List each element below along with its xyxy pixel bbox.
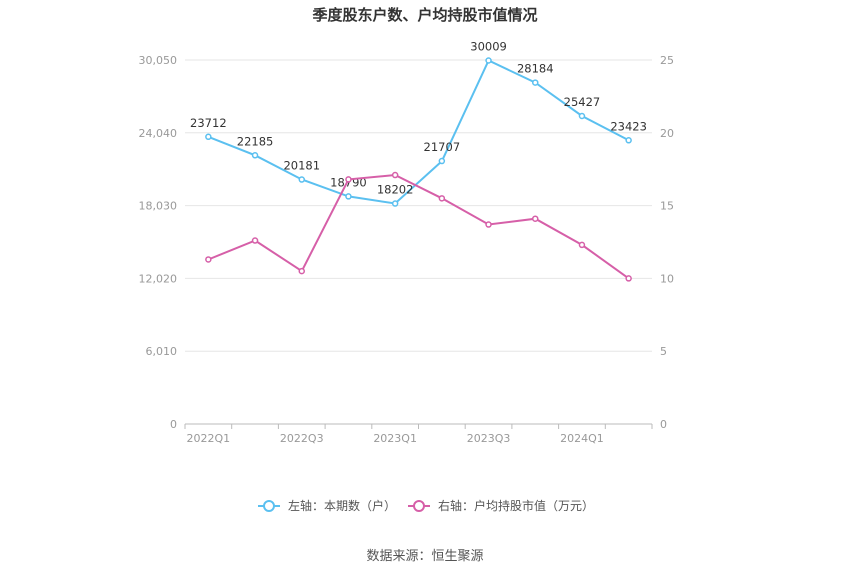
x-tick-label: 2022Q3 [280, 432, 324, 445]
right-tick-label: 15 [660, 200, 674, 213]
data-point[interactable] [251, 152, 259, 159]
data-point[interactable] [205, 256, 212, 263]
data-point[interactable] [438, 195, 446, 202]
x-tick-label: 2023Q3 [467, 432, 511, 445]
legend-marker [263, 500, 275, 512]
data-label: 23423 [610, 119, 647, 133]
data-point[interactable] [391, 200, 399, 207]
data-label: 18202 [377, 183, 414, 197]
x-tick-label: 2022Q1 [187, 432, 231, 445]
right-tick-label: 25 [660, 54, 674, 67]
legend-label: 左轴：本期数（户） [288, 498, 396, 513]
left-tick-label: 24,040 [139, 127, 178, 140]
x-axis: 2022Q1 2022Q3 2023Q1 2023Q3 2024Q1 [184, 423, 653, 445]
data-point[interactable] [532, 215, 539, 222]
data-point[interactable] [485, 57, 492, 64]
x-tick-label: 2023Q1 [373, 432, 417, 445]
legend-item-0[interactable]: 左轴：本期数（户） [258, 498, 396, 513]
data-point[interactable] [578, 112, 586, 120]
right-tick-label: 20 [660, 127, 674, 140]
data-label: 28184 [517, 62, 554, 76]
data-label: 21707 [424, 140, 461, 154]
data-label: 20181 [283, 159, 320, 173]
series-layer: 2371222185201811879018202217073000928184… [190, 39, 647, 282]
data-label: 30009 [470, 39, 507, 53]
data-point[interactable] [298, 267, 305, 275]
data-point[interactable] [625, 137, 632, 144]
data-point[interactable] [298, 176, 305, 183]
data-point[interactable] [485, 221, 492, 228]
data-point[interactable] [391, 171, 399, 179]
right-tick-label: 5 [660, 345, 667, 358]
legend-marker [413, 500, 425, 512]
left-axis: 0 6,010 12,020 18,030 24,040 30,050 [139, 54, 178, 431]
right-tick-label: 0 [660, 418, 667, 431]
right-tick-label: 10 [660, 272, 674, 285]
data-point[interactable] [578, 241, 586, 249]
legend[interactable]: 左轴：本期数（户） 右轴：户均持股市值（万元） [258, 498, 594, 513]
data-label: 23712 [190, 116, 227, 130]
right-axis: 0 5 10 15 20 25 [660, 54, 674, 431]
data-point[interactable] [625, 275, 632, 282]
source-note: 数据来源：恒生聚源 [366, 549, 483, 564]
data-point[interactable] [251, 237, 259, 244]
legend-item-1[interactable]: 右轴：户均持股市值（万元） [408, 498, 594, 513]
data-point[interactable] [438, 157, 446, 165]
data-label: 25427 [564, 95, 601, 109]
data-point[interactable] [345, 176, 352, 183]
grid [185, 59, 652, 352]
x-tick-label: 2024Q1 [560, 432, 604, 445]
left-tick-label: 0 [170, 418, 177, 431]
legend-label: 右轴：户均持股市值（万元） [438, 498, 594, 513]
left-tick-label: 6,010 [146, 345, 178, 358]
data-point[interactable] [205, 133, 212, 141]
series-line-0 [207, 59, 630, 205]
data-point[interactable] [345, 193, 352, 200]
chart-title: 季度股东户数、户均持股市值情况 [312, 6, 537, 24]
left-tick-label: 18,030 [139, 200, 178, 213]
series-line-1 [207, 173, 630, 280]
data-label: 22185 [237, 134, 274, 148]
left-tick-label: 30,050 [139, 54, 178, 67]
data-point[interactable] [532, 79, 539, 86]
left-tick-label: 12,020 [139, 272, 178, 285]
